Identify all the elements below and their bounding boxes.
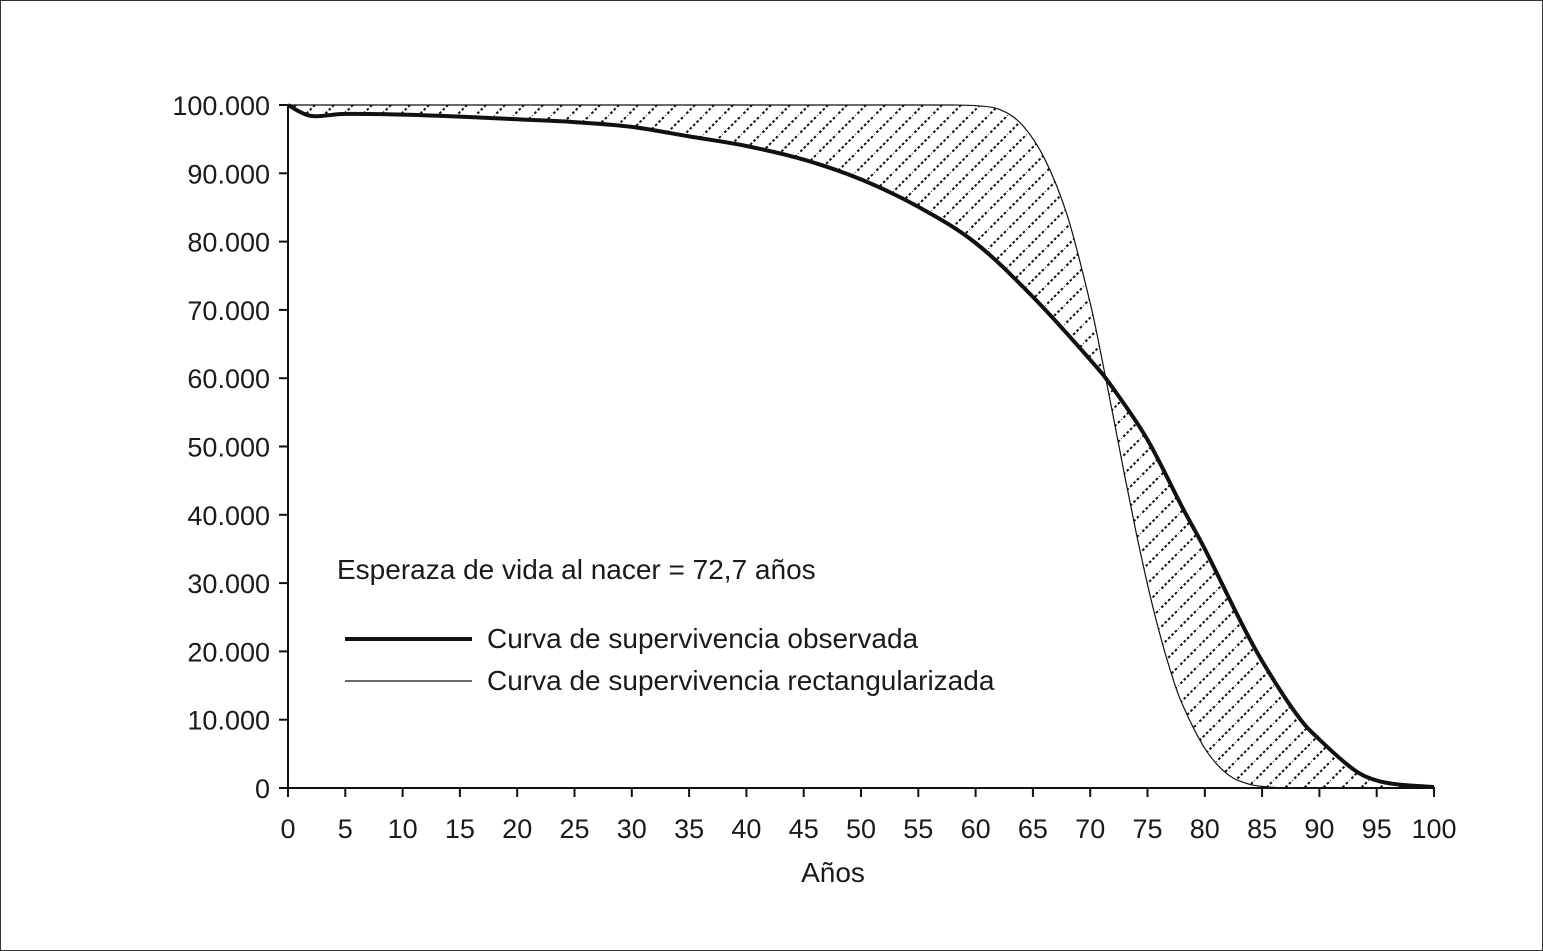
x-tick-label: 5 — [338, 814, 353, 844]
x-tick-label: 45 — [789, 814, 819, 844]
x-tick-label: 20 — [502, 814, 532, 844]
x-tick-label: 60 — [961, 814, 991, 844]
x-tick-label: 65 — [1018, 814, 1048, 844]
x-tick-label: 10 — [388, 814, 418, 844]
y-tick-label: 60.000 — [187, 364, 270, 394]
legend: Curva de supervivencia observada Curva d… — [345, 623, 995, 696]
x-tick-label: 40 — [731, 814, 761, 844]
x-tick-label: 75 — [1132, 814, 1162, 844]
y-tick-label: 0 — [255, 774, 270, 804]
y-tick-label: 80.000 — [187, 228, 270, 258]
y-tick-label: 10.000 — [187, 706, 270, 736]
x-tick-label: 25 — [559, 814, 589, 844]
x-tick-label: 85 — [1247, 814, 1277, 844]
x-tick-label: 70 — [1075, 814, 1105, 844]
x-tick-label: 30 — [617, 814, 647, 844]
x-tick-label: 100 — [1411, 814, 1456, 844]
x-tick-label: 80 — [1190, 814, 1220, 844]
x-tick-label: 50 — [846, 814, 876, 844]
series-group — [287, 103, 1435, 789]
x-axis-title: Años — [801, 857, 865, 888]
life-expectancy-annotation: Esperaza de vida al nacer = 72,7 años — [337, 554, 816, 585]
legend-item-rectangularizada: Curva de supervivencia rectangularizada — [345, 665, 995, 696]
series-line-rectangularizada — [287, 104, 1434, 789]
x-tick-label: 55 — [903, 814, 933, 844]
x-tick-label: 35 — [674, 814, 704, 844]
y-tick-label: 90.000 — [187, 159, 270, 189]
x-axis: 0 5 10 15 20 25 30 35 40 45 50 55 60 65 70 75 80 85 90 95 10… — [280, 787, 1457, 888]
y-tick-label: 100.000 — [172, 91, 270, 121]
x-tick-label: 0 — [280, 814, 295, 844]
series-line-observada — [287, 103, 1435, 789]
x-tick-label: 90 — [1304, 814, 1334, 844]
y-tick-label: 40.000 — [187, 501, 270, 531]
legend-label-rectangularizada: Curva de supervivencia rectangularizada — [487, 665, 995, 696]
y-tick-label: 50.000 — [187, 433, 270, 463]
x-tick-label: 15 — [445, 814, 475, 844]
y-tick-label: 70.000 — [187, 296, 270, 326]
y-tick-label: 30.000 — [187, 569, 270, 599]
y-tick-label: 20.000 — [187, 637, 270, 667]
y-axis: 0 10.000 20.000 30.000 40.000 50.000 60.000 70.… — [172, 91, 289, 804]
legend-item-observada: Curva de supervivencia observada — [345, 623, 919, 654]
legend-label-observada: Curva de supervivencia observada — [487, 623, 919, 654]
x-tick-label: 95 — [1362, 814, 1392, 844]
chart-annotation: Esperaza de vida al nacer = 72,7 años — [337, 554, 816, 585]
